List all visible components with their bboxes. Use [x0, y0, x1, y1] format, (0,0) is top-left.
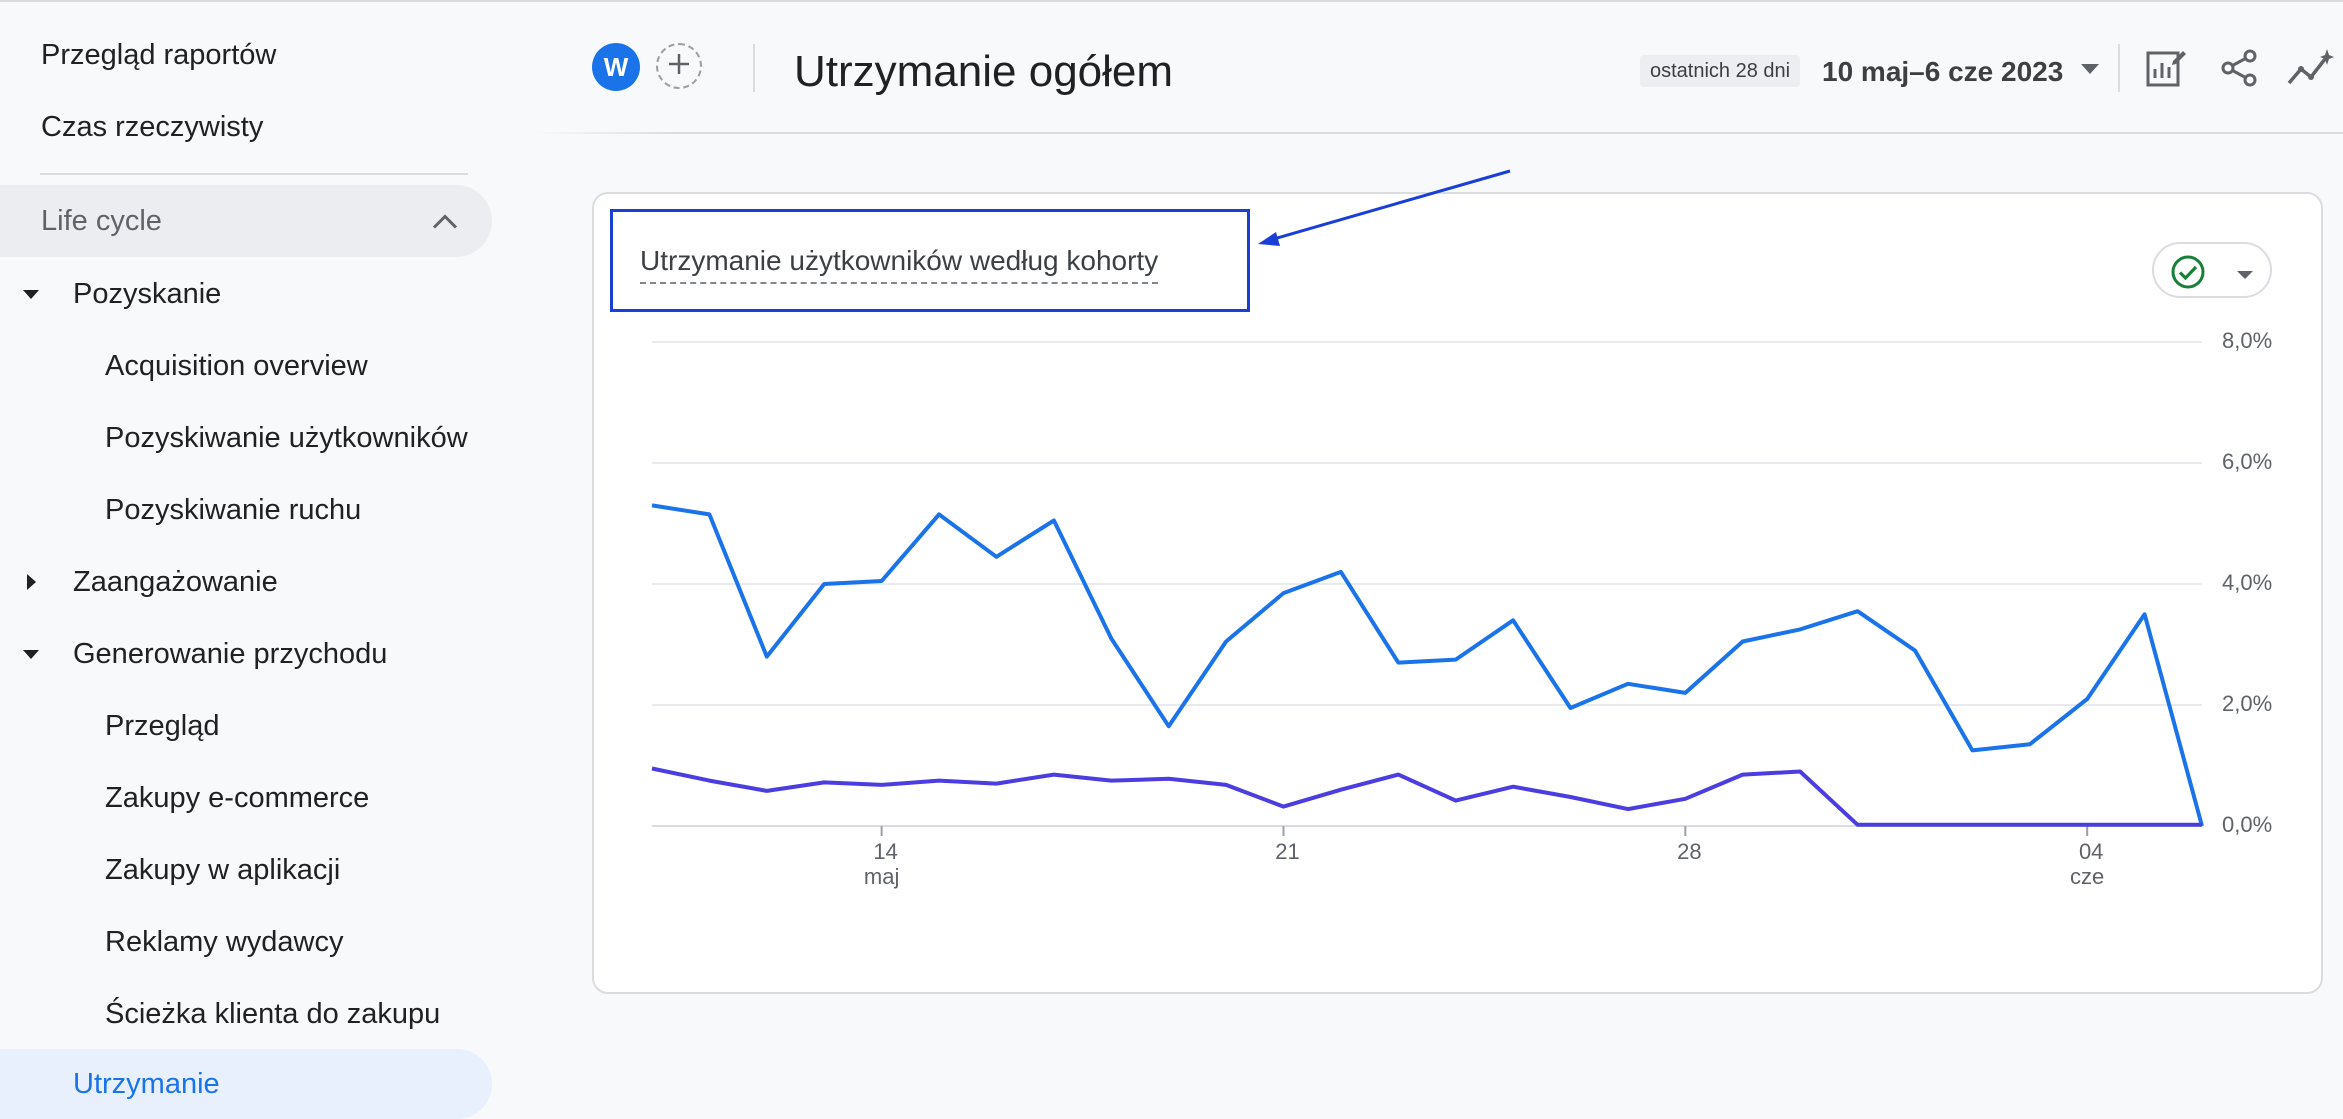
y-tick-label: 8,0% [2222, 328, 2272, 353]
insights-icon[interactable] [2287, 44, 2335, 92]
header-divider [2118, 44, 2120, 92]
sidebar-item-label: Reklamy wydawcy [105, 925, 344, 958]
sidebar-item-label: Przegląd [105, 709, 220, 742]
caret-right-icon [22, 573, 40, 591]
sidebar-item-label: Acquisition overview [105, 349, 368, 382]
sidebar-item-label: Utrzymanie [73, 1067, 220, 1100]
sidebar-item-publisher-ads[interactable]: Reklamy wydawcy [0, 912, 490, 972]
sidebar-item-purchase-journey[interactable]: Ścieżka klienta do zakupu [0, 984, 490, 1044]
sidebar-group-label: Zaangażowanie [73, 565, 278, 598]
sidebar-section-label: Life cycle [41, 204, 162, 237]
sidebar-item-label: Zakupy w aplikacji [105, 853, 341, 886]
sidebar-item-label: Zakupy e-commerce [105, 781, 370, 814]
sidebar-item-realtime[interactable]: Czas rzeczywisty [0, 97, 490, 157]
sidebar-group-engagement[interactable]: Zaangażowanie [0, 552, 490, 612]
caret-down-icon [22, 285, 40, 303]
y-tick-label: 4,0% [2222, 570, 2272, 595]
comparison-avatar[interactable]: W [592, 43, 640, 91]
avatar-letter: W [603, 51, 629, 82]
date-range-chip[interactable]: ostatnich 28 dni [1640, 55, 1801, 87]
annotation-highlight-box [610, 209, 1250, 312]
series-line-2 [651, 766, 2202, 827]
sidebar-item-label: Czas rzeczywisty [41, 110, 264, 143]
sidebar-item-acquisition-overview[interactable]: Acquisition overview [0, 336, 490, 396]
y-tick-label: 6,0% [2222, 449, 2272, 474]
sidebar-group-acquisition[interactable]: Pozyskanie [0, 264, 490, 324]
sidebar-item-monetization-overview[interactable]: Przegląd [0, 696, 490, 756]
sidebar-item-in-app-purchases[interactable]: Zakupy w aplikacji [0, 840, 490, 900]
sidebar-item-reports-overview[interactable]: Przegląd raportów [0, 25, 490, 85]
caret-down-icon[interactable] [2080, 62, 2100, 80]
y-tick-label: 2,0% [2222, 691, 2272, 716]
x-tick-label: 04 [2079, 839, 2103, 864]
y-tick-label: 0,0% [2222, 812, 2272, 837]
x-tick-label: 28 [1677, 839, 1701, 864]
x-tick-sublabel: maj [864, 864, 899, 889]
header-divider [753, 44, 755, 92]
sidebar-section-life-cycle[interactable]: Life cycle [0, 185, 492, 257]
x-tick-label: 21 [1275, 839, 1299, 864]
sidebar-group-label: Pozyskanie [73, 277, 222, 310]
check-circle-icon [2170, 254, 2206, 295]
x-tick-sublabel: cze [2070, 864, 2104, 889]
plus-icon [666, 51, 692, 82]
date-range-picker[interactable]: 10 maj–6 cze 2023 [1822, 56, 2064, 87]
sidebar-group-label: Generowanie przychodu [73, 637, 388, 670]
add-comparison-button[interactable] [656, 43, 702, 89]
card-title[interactable]: Utrzymanie użytkowników według kohorty [640, 244, 1159, 284]
edit-report-icon[interactable] [2142, 44, 2190, 92]
chevron-up-icon[interactable] [432, 205, 458, 238]
x-tick-label: 14 [873, 839, 897, 864]
top-border [0, 0, 2343, 2]
sidebar-item-user-acquisition[interactable]: Pozyskiwanie użytkowników [0, 408, 490, 468]
sidebar-item-label: Pozyskiwanie ruchu [105, 493, 362, 526]
share-icon[interactable] [2215, 44, 2263, 92]
status-dropdown[interactable] [2152, 242, 2272, 298]
sidebar-group-monetization[interactable]: Generowanie przychodu [0, 624, 490, 684]
caret-down-icon [22, 645, 40, 663]
page-title: Utrzymanie ogółem [794, 47, 1174, 96]
sidebar-item-ecommerce-purchases[interactable]: Zakupy e-commerce [0, 768, 490, 828]
sidebar-item-label: Pozyskiwanie użytkowników [105, 421, 468, 454]
caret-down-icon [2236, 267, 2254, 285]
sidebar-divider [40, 173, 468, 175]
date-chip-label: ostatnich 28 dni [1650, 59, 1791, 82]
series-line-1 [651, 503, 2204, 827]
header-bottom-shadow [535, 132, 2343, 134]
sidebar-item-label: Przegląd raportów [41, 38, 277, 71]
sidebar-item-label: Ścieżka klienta do zakupu [105, 997, 441, 1030]
sidebar-item-traffic-acquisition[interactable]: Pozyskiwanie ruchu [0, 480, 490, 540]
